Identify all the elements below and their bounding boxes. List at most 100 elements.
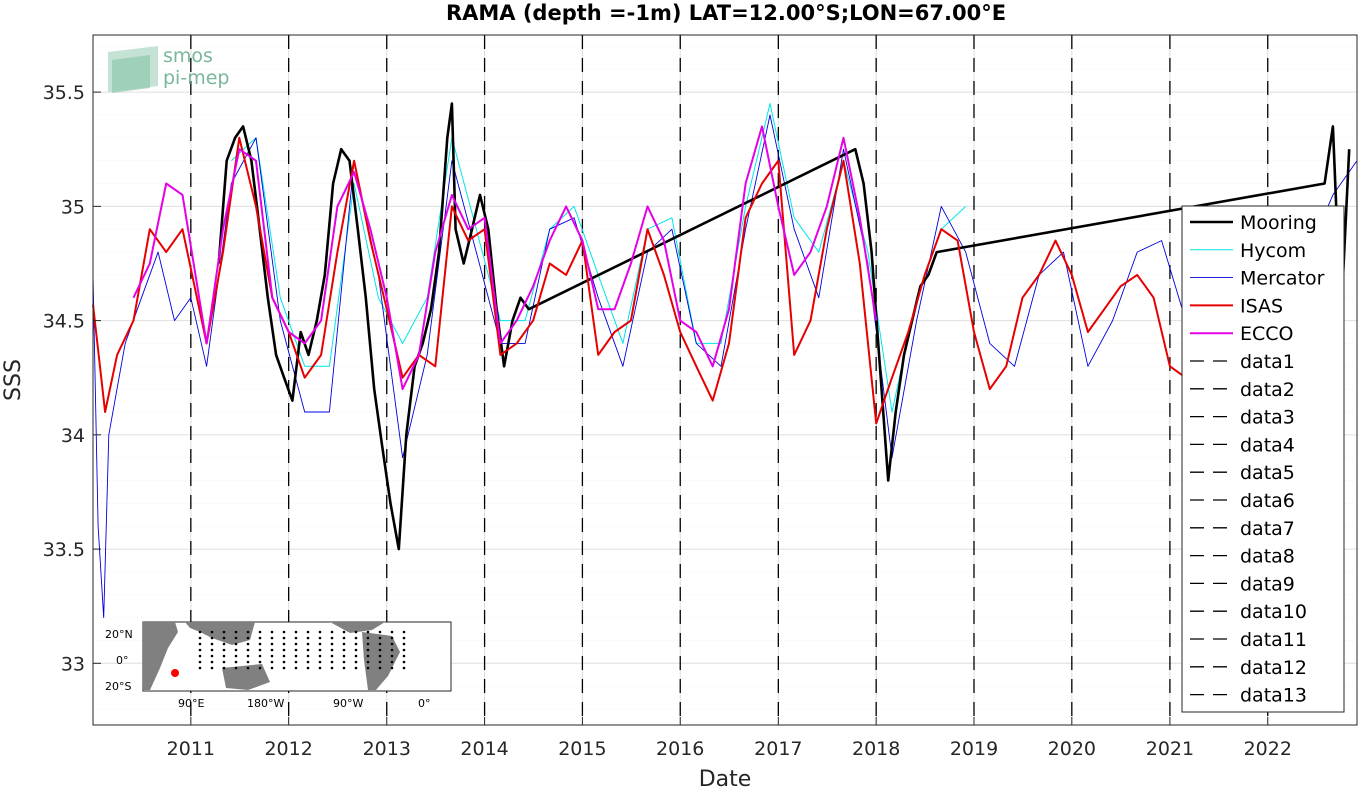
legend-label: ECCO [1240, 323, 1294, 345]
buoy-dot [402, 636, 406, 640]
buoy-dot [318, 648, 322, 652]
logo-text-pimep: pi-mep [163, 67, 229, 89]
legend-label: data10 [1240, 601, 1307, 623]
y-tick-label: 34 [61, 425, 85, 447]
buoy-dot [318, 660, 322, 664]
location-map-inset: 20°N 0° 20°S 90°E 180°W 90°W 0° [105, 621, 452, 710]
y-axis-label: SSS [1, 359, 26, 401]
buoy-dot [294, 648, 298, 652]
buoy-dot [330, 666, 334, 670]
buoy-dot [354, 666, 358, 670]
buoy-dot [342, 666, 346, 670]
series-line-mercator [92, 114, 1358, 619]
buoy-dot [354, 636, 358, 640]
buoy-dot [222, 660, 226, 664]
buoy-dot [294, 654, 298, 658]
x-tick-label: 2020 [1048, 738, 1096, 760]
reference-lines [190, 35, 1269, 725]
x-tick-label: 2014 [460, 738, 508, 760]
buoy-dot [294, 660, 298, 664]
buoy-dot [366, 666, 370, 670]
buoy-dot [222, 666, 226, 670]
y-tick-label: 33.5 [43, 539, 85, 561]
buoy-dot [402, 642, 406, 646]
map-northamerica-shape [330, 622, 385, 633]
buoy-dot [366, 630, 370, 634]
y-tick-label: 34.5 [43, 311, 85, 333]
series-layer [92, 102, 1358, 619]
axes [92, 34, 1358, 726]
buoy-dot [234, 648, 238, 652]
buoy-dot [270, 642, 274, 646]
x-tick-label: 2012 [264, 738, 312, 760]
buoy-dot [258, 648, 262, 652]
legend-label: ISAS [1240, 295, 1283, 317]
buoy-dot [378, 642, 382, 646]
buoy-dot [258, 630, 262, 634]
map-lat-label-20s: 20°S [105, 680, 131, 693]
buoy-dot [318, 636, 322, 640]
buoy-dot [318, 642, 322, 646]
buoy-dot [282, 636, 286, 640]
buoy-dot [246, 642, 250, 646]
map-lon-label-0: 0° [418, 697, 431, 710]
buoy-dot [354, 660, 358, 664]
buoy-dot [210, 636, 214, 640]
buoy-dot [210, 642, 214, 646]
buoy-dot [330, 636, 334, 640]
buoy-dot [210, 654, 214, 658]
legend-box [1181, 205, 1345, 713]
y-tick-label: 33 [61, 653, 85, 675]
buoy-dot [198, 654, 202, 658]
buoy-dot [246, 630, 250, 634]
tick-labels: 33 33.5 34 34.5 35 35.5 2011 2012 2013 2014 2015 20… [43, 82, 1292, 760]
buoy-dot [210, 666, 214, 670]
chart-title: RAMA (depth =-1m) LAT=12.00°S;LON=67.00°… [446, 1, 1006, 25]
logo-text-smos: smos [163, 45, 213, 67]
legend-label: Hycom [1240, 240, 1306, 262]
buoy-dot [210, 630, 214, 634]
buoy-dot [234, 630, 238, 634]
legend-label: Mercator [1240, 268, 1325, 290]
map-lon-label-180w: 180°W [247, 697, 284, 710]
buoy-dot [378, 666, 382, 670]
buoy-dot [354, 648, 358, 652]
buoy-dot [282, 630, 286, 634]
buoy-dot [294, 642, 298, 646]
legend-label: data3 [1240, 407, 1295, 429]
map-southamerica-shape [362, 632, 400, 690]
series-line-mooring [217, 102, 1351, 551]
legend-label: Mooring [1240, 212, 1317, 234]
buoy-dot [378, 630, 382, 634]
buoy-dot [378, 648, 382, 652]
buoy-dot [258, 666, 262, 670]
buoy-dot [258, 642, 262, 646]
x-tick-label: 2013 [363, 738, 411, 760]
legend-label: data5 [1240, 462, 1295, 484]
buoy-dot [282, 666, 286, 670]
y-tick-label: 35 [61, 196, 85, 218]
buoy-dot [246, 654, 250, 658]
buoy-dot [342, 648, 346, 652]
buoy-dot [330, 648, 334, 652]
buoy-dot [198, 636, 202, 640]
buoy-dot [402, 630, 406, 634]
buoy-dot [210, 648, 214, 652]
buoy-dot [366, 660, 370, 664]
buoy-dot [282, 660, 286, 664]
buoy-dot [198, 630, 202, 634]
legend-label: data6 [1240, 490, 1295, 512]
legend-label: data4 [1240, 434, 1295, 456]
buoy-dot [318, 666, 322, 670]
buoy-dot [390, 660, 394, 664]
buoy-dot [306, 648, 310, 652]
map-lat-label-20n: 20°N [105, 628, 133, 641]
buoy-dot [258, 636, 262, 640]
plot-frame [92, 34, 1358, 726]
buoy-dot [234, 654, 238, 658]
buoy-dot [306, 654, 310, 658]
buoy-dot [378, 660, 382, 664]
buoy-dot [198, 642, 202, 646]
buoy-dot [330, 642, 334, 646]
buoy-dot [282, 654, 286, 658]
